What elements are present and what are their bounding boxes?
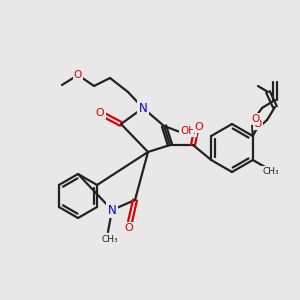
Text: O: O bbox=[124, 223, 134, 233]
Text: O: O bbox=[251, 114, 259, 124]
Text: CH₃: CH₃ bbox=[102, 236, 118, 244]
Text: O: O bbox=[74, 70, 82, 80]
Text: CH₃: CH₃ bbox=[262, 167, 279, 176]
Text: OH: OH bbox=[180, 126, 196, 136]
Text: O: O bbox=[195, 122, 203, 132]
Text: N: N bbox=[139, 101, 147, 115]
Text: N: N bbox=[108, 203, 116, 217]
Text: O: O bbox=[254, 119, 262, 129]
Text: O: O bbox=[96, 108, 104, 118]
